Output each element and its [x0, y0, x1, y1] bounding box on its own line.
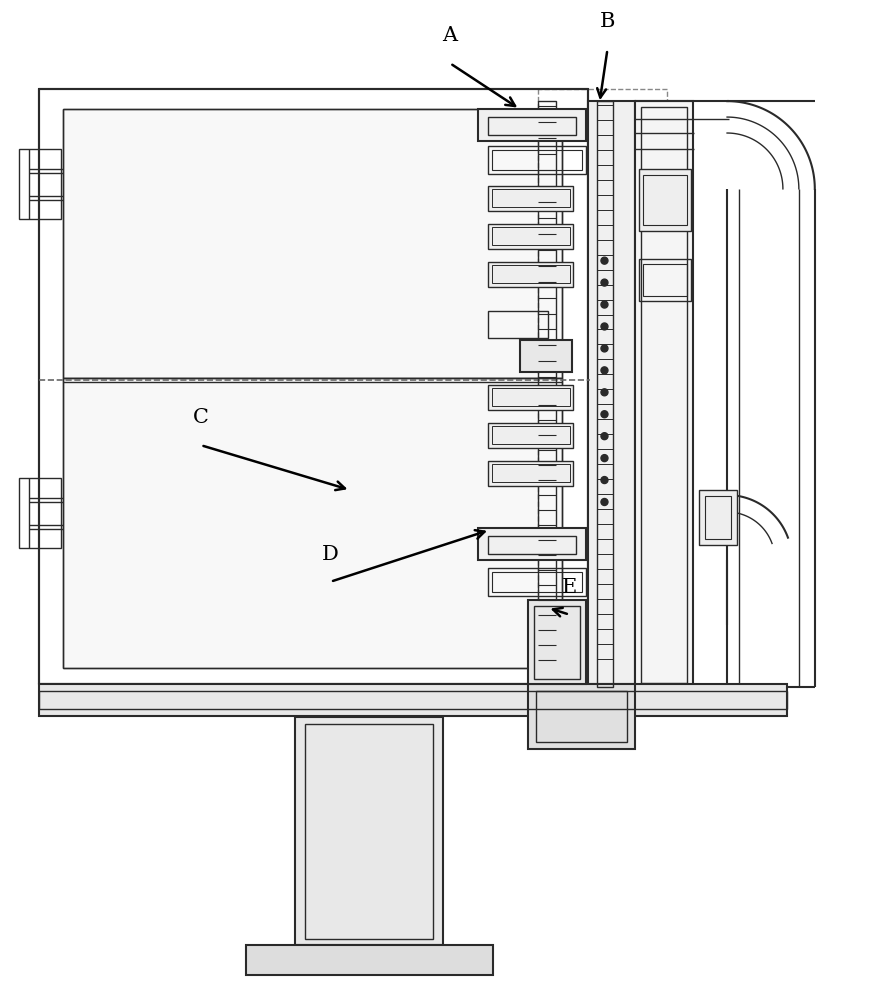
Bar — [39, 684, 787, 716]
Bar — [639, 169, 691, 231]
Bar — [245, 945, 493, 975]
Bar — [39, 691, 787, 709]
Bar — [533, 606, 580, 679]
Bar — [527, 600, 585, 684]
Circle shape — [601, 455, 608, 462]
Circle shape — [601, 367, 608, 374]
Bar — [641, 107, 687, 683]
Circle shape — [601, 301, 608, 308]
Bar — [538, 101, 555, 390]
Bar — [527, 684, 635, 749]
Text: A: A — [442, 26, 457, 45]
Bar — [488, 262, 573, 287]
Circle shape — [601, 433, 608, 440]
Bar — [643, 175, 687, 225]
Bar — [699, 490, 737, 545]
Bar — [478, 528, 585, 560]
Bar — [63, 378, 562, 668]
Bar — [488, 423, 573, 448]
Bar — [643, 264, 687, 296]
Bar — [538, 400, 555, 680]
Circle shape — [601, 411, 608, 418]
Bar — [597, 101, 613, 687]
Bar — [63, 109, 562, 378]
Bar — [491, 265, 569, 283]
Bar — [519, 340, 571, 372]
Circle shape — [601, 257, 608, 264]
Bar — [478, 109, 585, 141]
Bar — [488, 568, 585, 596]
Bar — [488, 117, 576, 135]
Bar — [491, 464, 569, 482]
Bar — [491, 189, 569, 207]
Circle shape — [601, 323, 608, 330]
Bar — [488, 146, 585, 174]
Text: B: B — [600, 12, 615, 31]
Text: C: C — [193, 408, 208, 427]
Bar — [488, 461, 573, 486]
Bar — [635, 101, 693, 689]
Bar — [306, 724, 433, 939]
Text: E: E — [562, 578, 577, 597]
Bar — [705, 496, 731, 539]
Circle shape — [601, 499, 608, 505]
Bar — [491, 572, 582, 592]
Circle shape — [601, 389, 608, 396]
Bar — [488, 186, 573, 211]
Bar — [19, 149, 61, 219]
Bar — [491, 150, 582, 170]
Bar — [588, 101, 635, 687]
Bar — [488, 385, 573, 410]
Text: D: D — [321, 545, 339, 564]
Bar — [639, 259, 691, 301]
Circle shape — [601, 345, 608, 352]
Bar — [295, 717, 443, 945]
Bar — [488, 311, 548, 338]
Bar — [39, 89, 588, 684]
Bar — [19, 478, 61, 548]
Circle shape — [601, 477, 608, 484]
Bar — [488, 536, 576, 554]
Bar — [491, 227, 569, 245]
Bar — [491, 426, 569, 444]
Circle shape — [601, 279, 608, 286]
Bar — [491, 388, 569, 406]
Bar — [536, 691, 627, 742]
Bar — [488, 224, 573, 249]
